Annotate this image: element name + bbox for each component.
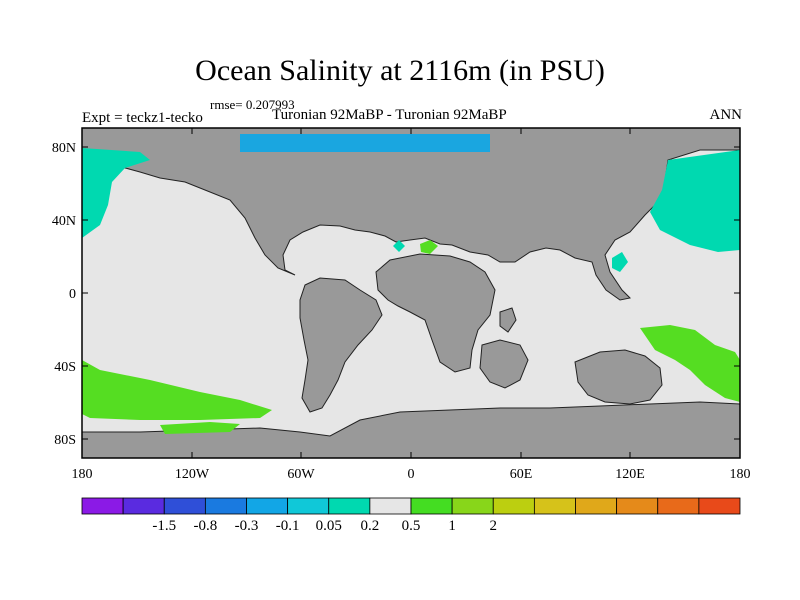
anomaly-green-southwest — [82, 360, 272, 420]
land-south-america — [299, 277, 383, 413]
colorbar-swatch — [287, 497, 330, 515]
anomaly-teal-north-pacific — [82, 148, 150, 238]
lon-label-60e: 60E — [510, 467, 533, 482]
colorbar-swatch — [369, 497, 412, 515]
anomaly-teal-west-pacific — [612, 252, 628, 272]
anomaly-arctic-blue — [240, 134, 490, 152]
colorbar-swatch — [698, 497, 741, 515]
lat-label-40n: 40N — [52, 214, 76, 229]
lon-label-180e: 180 — [730, 467, 751, 482]
season-label: ANN — [709, 107, 743, 123]
lon-axis — [191, 128, 631, 458]
lat-axis — [82, 146, 740, 440]
colorbar-label: -0.1 — [276, 518, 300, 534]
lon-label-180w: 180 — [72, 467, 93, 482]
rmse-label: rmse= 0.207993 — [210, 97, 295, 112]
lat-label-80n: 80N — [52, 141, 76, 156]
colorbar-swatch — [575, 497, 618, 515]
lat-label-40s: 40S — [54, 360, 76, 375]
map-title: Ocean Salinity at 2116m (in PSU) — [195, 54, 605, 87]
colorbar-label: 0.05 — [316, 518, 342, 534]
colorbar-label: -1.5 — [152, 518, 176, 534]
colorbar-swatch — [492, 497, 535, 515]
anomaly-green-tethys — [420, 240, 438, 254]
anomaly-teal-northeast — [650, 150, 740, 252]
colorbar-swatch — [81, 497, 124, 515]
anomaly-green-south-pacific-strip — [160, 422, 240, 434]
anomaly-green-southeast — [640, 325, 740, 402]
colorbar-swatch — [533, 497, 576, 515]
colorbar-swatch — [204, 497, 247, 515]
lat-label-0: 0 — [69, 287, 76, 302]
lon-label-120w: 120W — [175, 467, 210, 482]
colorbar — [81, 497, 741, 515]
anomaly-teal-tethys — [393, 240, 405, 252]
land-africa — [375, 253, 496, 373]
colorbar-swatch — [616, 497, 659, 515]
colorbar-swatch — [246, 497, 289, 515]
lon-label-60w: 60W — [287, 467, 315, 482]
colorbar-swatch — [451, 497, 494, 515]
colorbar-label: 1 — [448, 518, 456, 534]
land-madagascar — [499, 307, 517, 333]
colorbar-label: 0.2 — [361, 518, 380, 534]
colorbar-label: -0.8 — [194, 518, 218, 534]
land-australia — [574, 349, 663, 405]
land-north — [82, 128, 740, 301]
experiment-label: Expt = teckz1-tecko — [82, 110, 203, 126]
comparison-label: Turonian 92MaBP - Turonian 92MaBP — [272, 107, 507, 123]
land-india — [479, 339, 529, 389]
lon-label-0: 0 — [408, 467, 415, 482]
colorbar-labels: -1.5 -0.8 -0.3 -0.1 0.05 0.2 0.5 1 2 — [152, 518, 497, 534]
colorbar-swatch — [328, 497, 371, 515]
colorbar-label: 2 — [490, 518, 498, 534]
lat-label-80s: 80S — [54, 433, 76, 448]
colorbar-label: 0.5 — [402, 518, 421, 534]
colorbar-swatch — [410, 497, 453, 515]
colorbar-swatch — [657, 497, 700, 515]
lon-label-120e: 120E — [615, 467, 645, 482]
colorbar-label: -0.3 — [235, 518, 259, 534]
colorbar-swatch — [163, 497, 206, 515]
colorbar-swatch — [122, 497, 165, 515]
